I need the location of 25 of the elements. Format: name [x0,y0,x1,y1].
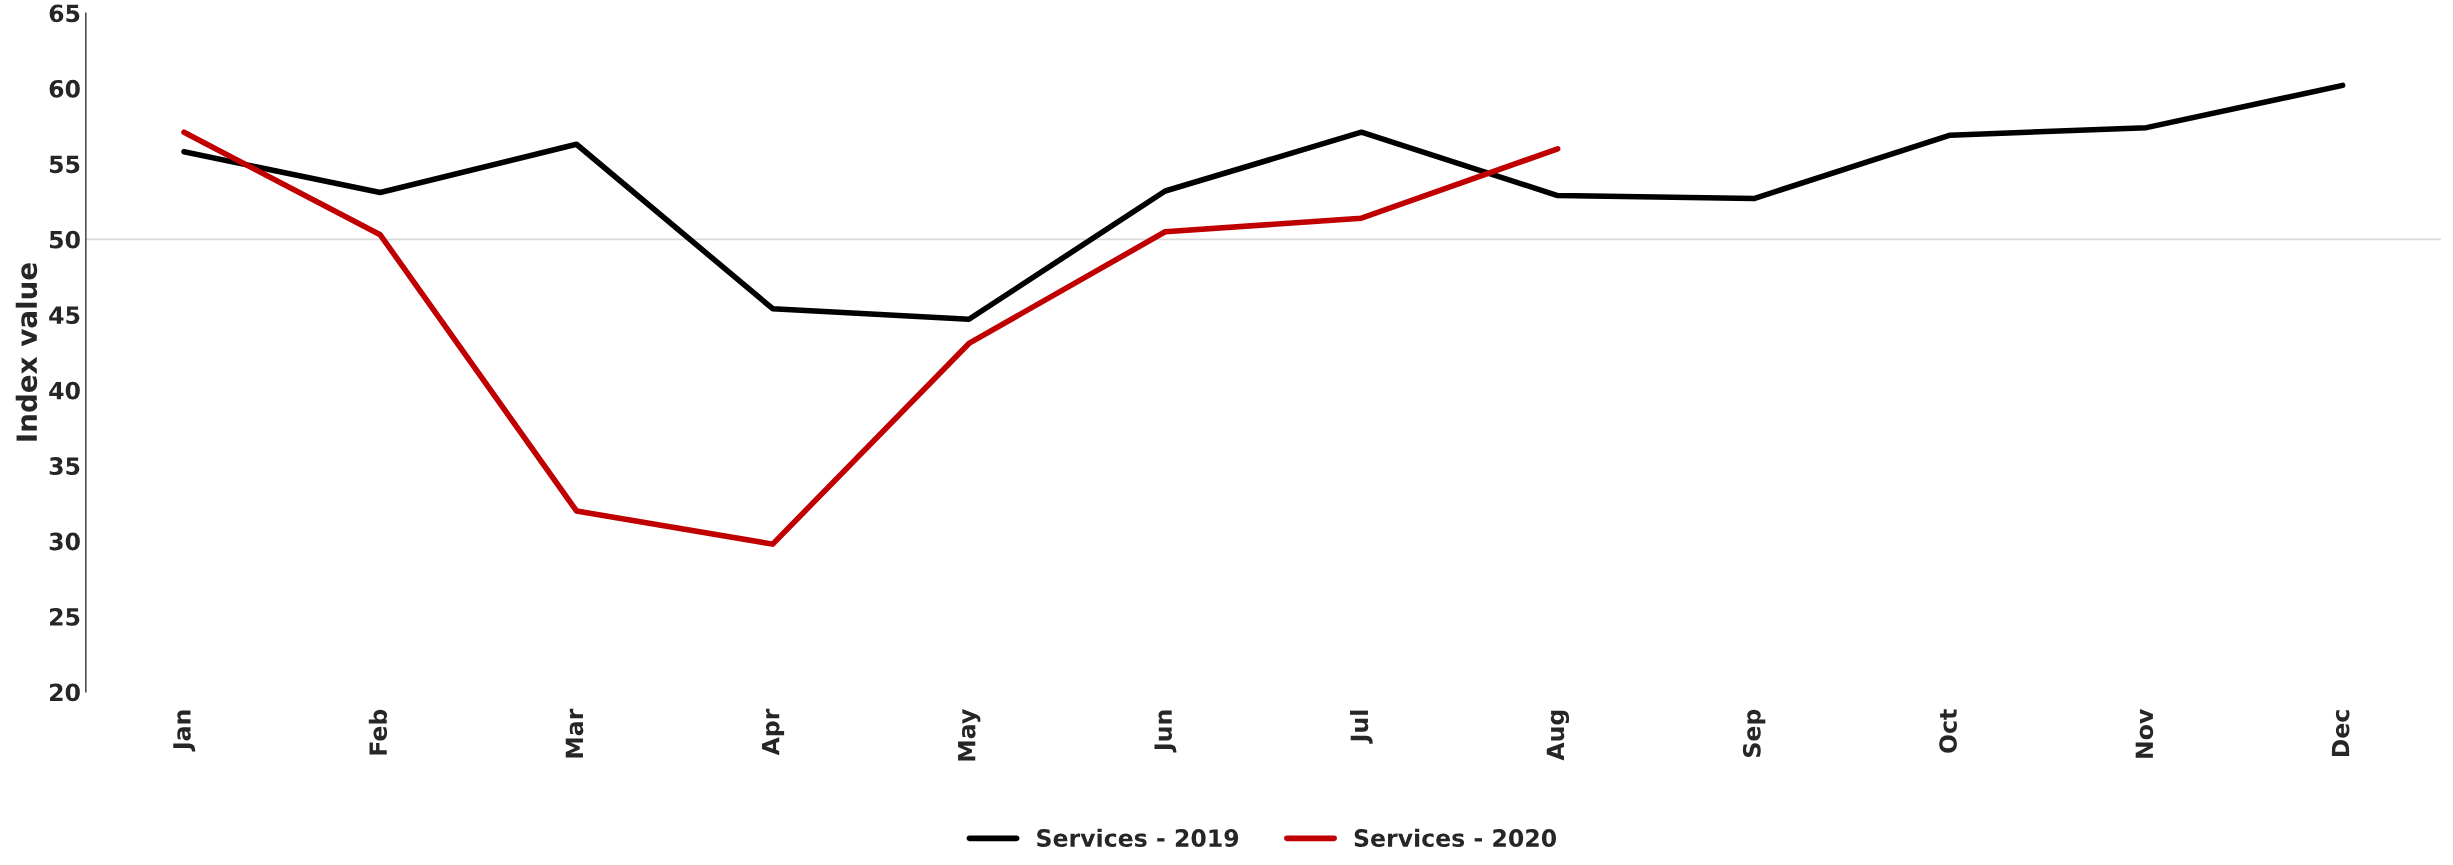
x-tick-label: Mar [565,708,584,758]
legend-label: Services - 2019 [1037,828,1239,847]
x-tick-label: Apr [762,708,785,756]
x-tick-label: Aug [1546,710,1570,761]
y-tick-label: 25 [50,608,80,626]
y-tick-label: 20 [50,683,80,702]
x-tick-label: Feb [368,709,388,755]
y-tick-label: 55 [49,155,80,174]
x-tick-label: Sep [1742,709,1766,757]
x-tick-label: Jun [1154,710,1177,753]
y-tick-label: 45 [49,306,80,325]
y-tick-label: 50 [49,230,80,249]
legend-label: Services - 2020 [1354,828,1557,847]
y-tick-label: 65 [49,4,80,23]
x-tick-label: May [958,709,981,761]
x-tick-label: Nov [2135,709,2154,758]
x-tick-label: Jan [173,710,196,752]
x-tick-label: Jul [1349,710,1373,744]
x-tick-label: Dec [2331,710,2350,757]
y-tick-label: 40 [49,381,80,400]
y-axis-title: Index value [15,263,38,441]
y-tick-label: 60 [49,79,80,98]
x-tick-label: Oct [1939,709,1957,753]
y-tick-label: 35 [49,457,80,475]
y-tick-label: 30 [49,532,80,551]
